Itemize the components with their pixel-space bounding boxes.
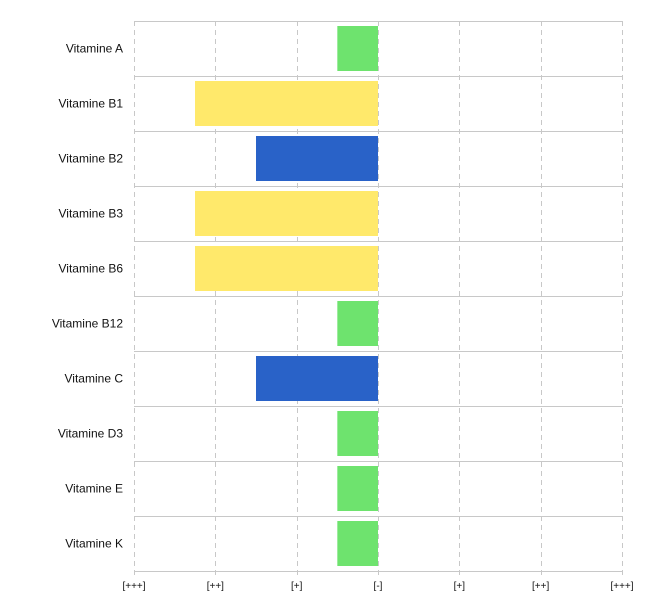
category-label: Vitamine C — [65, 372, 124, 386]
category-label: Vitamine B6 — [59, 262, 124, 276]
bar-vitamine-b1 — [195, 81, 378, 126]
x-tick-label: [+] — [291, 581, 303, 592]
category-label: Vitamine B2 — [59, 152, 124, 166]
bar-vitamine-b12 — [337, 301, 378, 346]
category-label: Vitamine D3 — [58, 427, 123, 441]
category-label: Vitamine K — [65, 537, 123, 551]
bar-vitamine-a — [337, 26, 378, 71]
bar-vitamine-e — [337, 466, 378, 511]
bar-vitamine-k — [337, 521, 378, 566]
bar-vitamine-c — [256, 356, 378, 401]
bar-vitamine-d3 — [337, 411, 378, 456]
x-tick-label: [+++] — [610, 581, 633, 592]
category-label: Vitamine B3 — [59, 207, 124, 221]
bar-vitamine-b3 — [195, 191, 378, 236]
category-label: Vitamine A — [66, 42, 123, 56]
x-tick-label: [-] — [374, 581, 383, 592]
category-label: Vitamine E — [65, 482, 123, 496]
category-labels: Vitamine A Vitamine B1 Vitamine B2 Vitamine… — [52, 42, 123, 551]
x-tick-label: [+++] — [122, 581, 145, 592]
bar-vitamine-b6 — [195, 246, 378, 291]
x-tick-label: [+] — [454, 581, 466, 592]
x-axis: [+++] [++] [+] [-] [+] [++] [+++] — [122, 581, 633, 592]
x-tick-label: [++] — [207, 581, 224, 592]
category-label: Vitamine B1 — [59, 97, 124, 111]
bar-vitamine-b2 — [256, 136, 378, 181]
category-label: Vitamine B12 — [52, 317, 123, 331]
row-separators — [134, 21, 622, 572]
bars — [195, 26, 378, 566]
x-tick-label: [++] — [532, 581, 549, 592]
